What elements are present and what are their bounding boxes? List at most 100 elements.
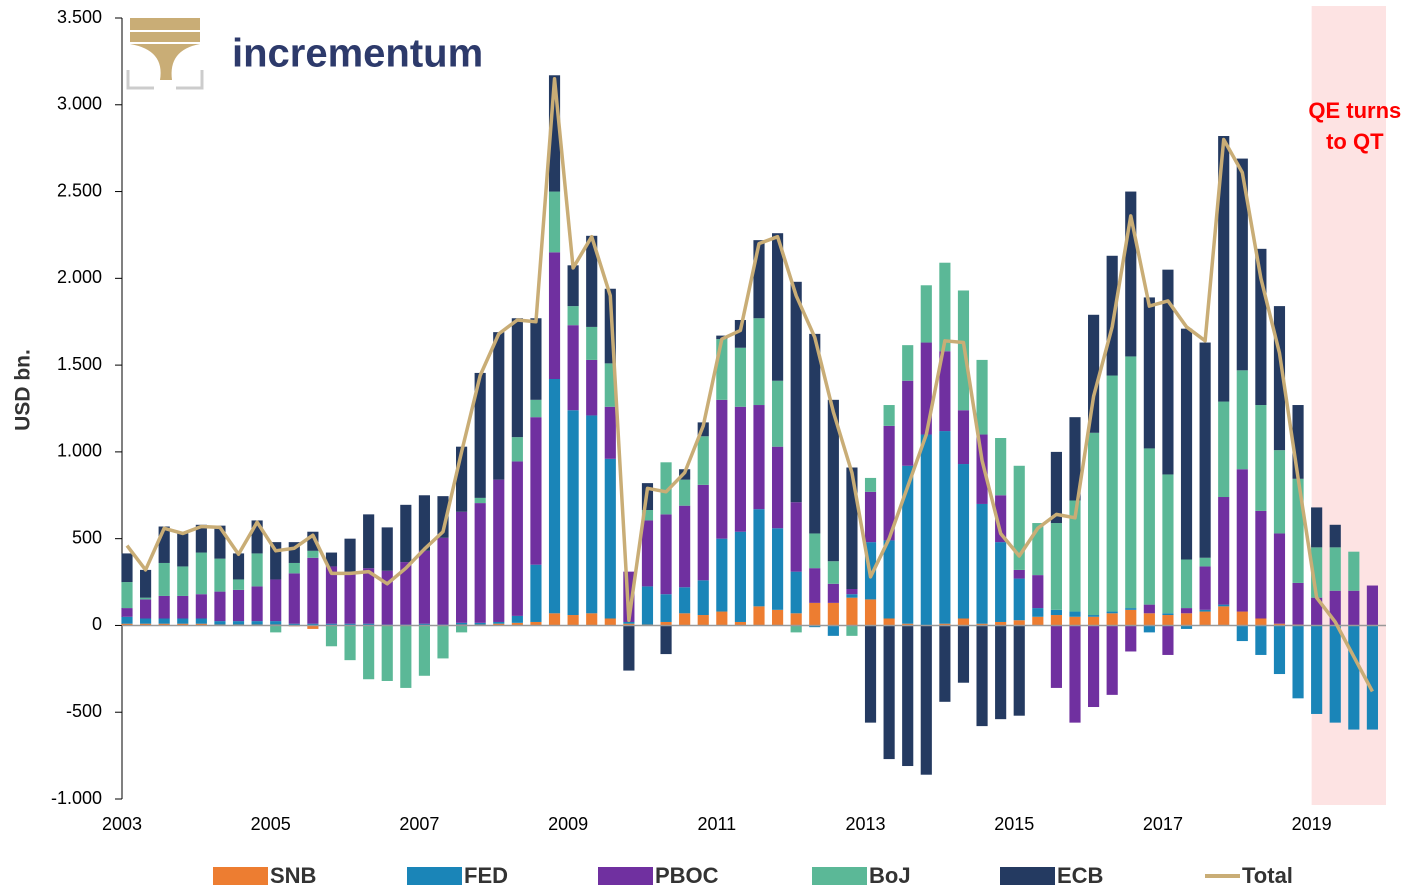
bar [1311, 597, 1323, 626]
bar [381, 625, 393, 681]
legend-item: ECB [1000, 863, 1103, 888]
bar [511, 461, 523, 616]
bar [195, 524, 207, 553]
bar [864, 477, 877, 492]
y-tick-label: 2.000 [57, 267, 102, 287]
bar [1292, 625, 1304, 699]
bar [177, 566, 189, 596]
bar [1125, 609, 1137, 626]
bar [567, 265, 579, 307]
y-tick-label: 2.500 [57, 180, 102, 200]
x-tick-label: 2003 [102, 814, 142, 834]
legend-swatch [1000, 867, 1055, 885]
bar [1180, 608, 1193, 614]
bar [177, 533, 189, 567]
y-tick-label: 0 [92, 614, 102, 634]
bar [511, 318, 523, 438]
bar [1348, 625, 1360, 730]
bar [251, 520, 263, 554]
bar [604, 363, 616, 407]
bar [548, 378, 561, 614]
legend-swatch [213, 867, 268, 885]
bar [493, 479, 505, 622]
bar [1255, 625, 1267, 655]
annotation-text: to QT [1326, 129, 1384, 154]
bar [641, 586, 654, 625]
bar [270, 579, 282, 622]
bar [511, 622, 523, 626]
bar [1050, 523, 1062, 610]
bar [251, 586, 263, 622]
y-tick-label: -1.000 [51, 788, 102, 808]
logo-icon [126, 18, 204, 90]
bar [902, 465, 914, 624]
bar [1180, 328, 1193, 560]
bar [1162, 474, 1174, 614]
bar [976, 434, 988, 504]
bar [1366, 585, 1378, 626]
y-tick-label: 3.500 [57, 7, 102, 27]
bar [530, 399, 542, 418]
bar [883, 618, 895, 626]
bar [697, 615, 709, 626]
bar [1199, 342, 1211, 558]
bar [1143, 625, 1155, 633]
bar [753, 318, 765, 406]
bar [846, 625, 858, 636]
legend-item: SNB [213, 863, 316, 888]
bar [1050, 609, 1062, 616]
bar [270, 625, 282, 633]
bar [1348, 590, 1360, 626]
bar [827, 625, 839, 636]
bar [1236, 625, 1248, 642]
bar [437, 537, 449, 625]
legend-label: Total [1242, 863, 1293, 888]
bar [995, 495, 1007, 543]
bar [456, 511, 468, 623]
bar [957, 410, 970, 465]
bar [511, 437, 523, 462]
bar [753, 405, 765, 510]
bar [195, 594, 207, 619]
bar [1273, 625, 1286, 675]
bar [1106, 375, 1118, 612]
bar [902, 625, 914, 767]
bar [957, 625, 970, 683]
bar [1162, 625, 1174, 655]
bar [121, 553, 133, 583]
bar [1032, 608, 1044, 617]
bar [418, 623, 430, 626]
bar [1143, 613, 1155, 626]
bar [1069, 611, 1081, 617]
bar [344, 623, 356, 626]
bar [1069, 500, 1081, 612]
bar [418, 495, 430, 551]
bar [790, 571, 802, 614]
bar [1013, 569, 1025, 579]
bar [1218, 497, 1230, 605]
bar [158, 618, 170, 624]
bar [623, 623, 635, 626]
bar [846, 588, 858, 595]
bar [883, 405, 895, 426]
bar [1013, 625, 1025, 716]
bar [939, 262, 951, 352]
bar [1069, 625, 1081, 723]
bar [456, 622, 468, 625]
bar [586, 359, 598, 416]
bar [1088, 615, 1100, 617]
bar [753, 240, 765, 319]
legend-item: PBOC [598, 863, 719, 888]
bar [753, 606, 765, 626]
x-tick-label: 2017 [1143, 814, 1183, 834]
y-tick-label: 1.500 [57, 354, 102, 374]
bar [660, 462, 672, 515]
bar [474, 622, 486, 625]
bar [1069, 417, 1081, 501]
bar [158, 562, 170, 596]
bar [493, 621, 505, 624]
bar [1273, 306, 1286, 451]
bar [716, 538, 728, 612]
bar [474, 372, 486, 498]
